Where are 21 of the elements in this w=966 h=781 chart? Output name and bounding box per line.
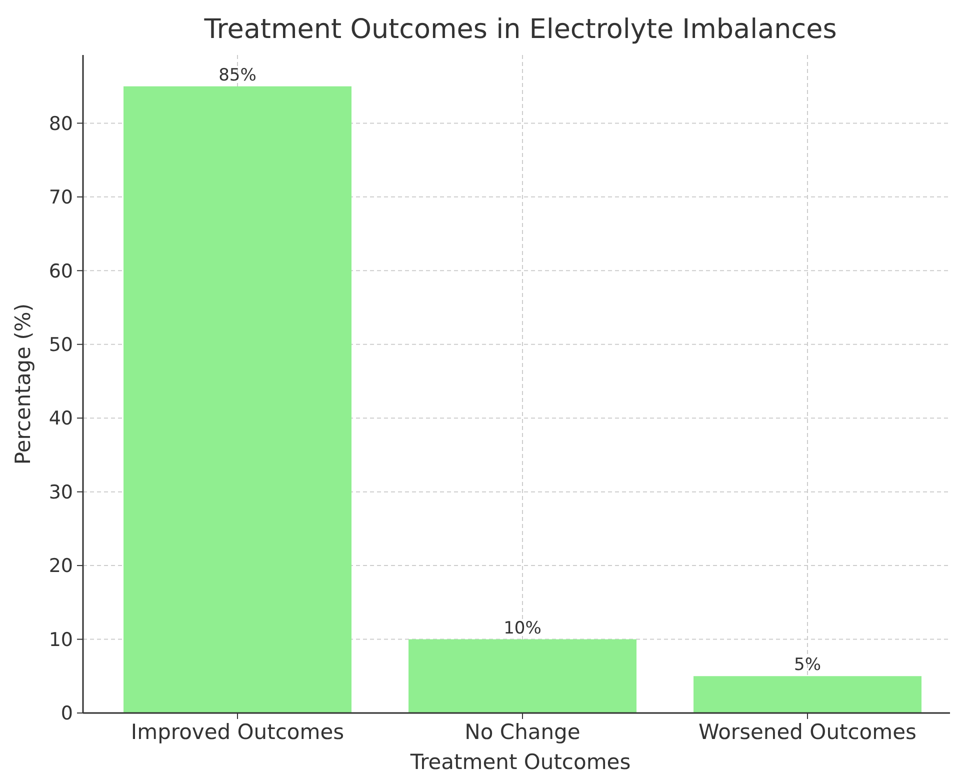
y-axis-title: Percentage (%) (11, 303, 35, 465)
data-label: 10% (504, 618, 542, 638)
x-tick-label: Improved Outcomes (130, 720, 344, 744)
y-tick-label: 40 (48, 408, 73, 430)
y-tick-label: 0 (60, 702, 73, 725)
bar (124, 86, 352, 713)
chart-title: Treatment Outcomes in Electrolyte Imbalances (203, 14, 837, 45)
y-tick-label: 70 (48, 186, 73, 209)
y-tick-label: 50 (48, 334, 73, 356)
bar (694, 676, 922, 713)
data-label: 5% (794, 655, 821, 676)
x-tick-label: No Change (464, 720, 580, 744)
y-tick-label: 80 (48, 112, 73, 135)
y-tick-label: 60 (48, 260, 73, 282)
y-tick-label: 10 (48, 628, 73, 651)
x-tick-label: Worsened Outcomes (698, 720, 916, 744)
bar (408, 639, 636, 713)
data-label: 85% (218, 65, 256, 86)
x-axis-title: Treatment Outcomes (409, 750, 631, 774)
y-tick-label: 20 (48, 555, 73, 578)
y-tick-label: 30 (48, 481, 73, 504)
